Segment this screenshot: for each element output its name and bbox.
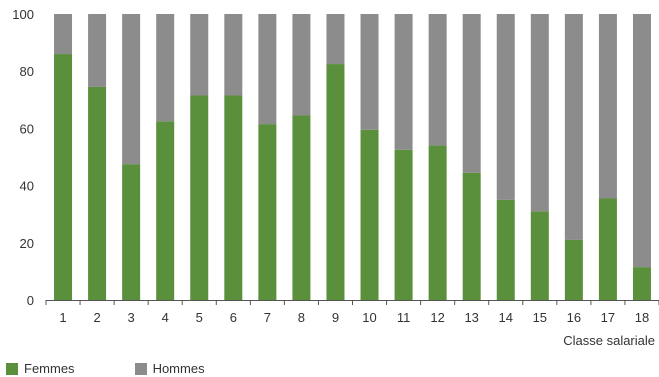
bar-hommes-2 [88,14,107,87]
bar-femmes-11 [394,149,413,300]
x-tick-label-16: 16 [567,310,581,325]
bar-femmes-6 [224,95,243,300]
x-tick-label-9: 9 [332,310,339,325]
bar-hommes-9 [326,14,345,65]
bar-hommes-4 [156,14,175,122]
bar-femmes-4 [156,121,175,300]
bar-femmes-1 [54,54,73,300]
x-tick-label-17: 17 [601,310,615,325]
bar-femmes-16 [564,239,583,300]
bar-hommes-11 [394,14,413,150]
bar-femmes-17 [598,198,617,300]
bar-hommes-14 [496,14,515,200]
y-tick-label-20: 20 [20,236,34,251]
bar-femmes-5 [190,95,209,300]
bar-hommes-8 [292,14,311,116]
y-axis: 0 20 40 60 80 100 [12,7,34,308]
bar-femmes-2 [88,86,107,301]
y-tick-label-0: 0 [27,293,34,308]
y-tick-label-100: 100 [12,7,34,22]
x-tick-label-12: 12 [430,310,444,325]
x-tick-label-18: 18 [635,310,649,325]
y-tick-label-40: 40 [20,179,34,194]
bar-femmes-3 [122,164,141,300]
bar-femmes-10 [360,129,379,300]
legend-item-femmes: Femmes [6,361,75,376]
bar-hommes-16 [564,14,583,240]
bar-hommes-15 [530,14,549,212]
y-tick-label-60: 60 [20,121,34,136]
y-tick-label-80: 80 [20,64,34,79]
bar-femmes-9 [326,64,345,300]
x-tick-label-15: 15 [533,310,547,325]
x-axis-title: Classe salariale [563,333,655,348]
bar-femmes-15 [530,211,549,300]
x-tick-label-11: 11 [397,310,411,325]
bar-hommes-3 [122,14,141,165]
legend-label-femmes: Femmes [24,361,75,376]
bar-femmes-12 [428,145,447,300]
bar-femmes-14 [496,199,515,300]
x-tick-label-1: 1 [59,310,66,325]
bar-hommes-18 [632,14,651,268]
x-tick-label-7: 7 [264,310,271,325]
x-tick-label-14: 14 [499,310,513,325]
legend-swatch-femmes [6,362,18,375]
legend: Femmes Hommes [6,361,265,376]
bar-femmes-18 [632,267,651,300]
bar-hommes-6 [224,14,243,96]
x-axis: 1 2 3 4 5 6 7 8 9 10 11 12 13 14 15 16 17 18 [45,300,659,325]
bar-femmes-13 [462,172,481,300]
x-tick-label-13: 13 [464,310,478,325]
x-tick-label-4: 4 [162,310,169,325]
bar-femmes-8 [292,115,311,300]
bar-hommes-12 [428,14,447,146]
x-tick-label-10: 10 [362,310,376,325]
bar-femmes-7 [258,124,277,300]
bars-group [54,14,651,301]
x-tick-label-5: 5 [196,310,203,325]
bar-hommes-1 [54,14,73,55]
legend-swatch-hommes [134,362,147,375]
x-tick-label-2: 2 [93,310,100,325]
bar-hommes-5 [190,14,209,96]
x-tick-label-6: 6 [230,310,237,325]
legend-item-hommes: Hommes [134,361,205,376]
x-tick-label-8: 8 [298,310,305,325]
bar-hommes-10 [360,14,379,130]
bar-hommes-13 [462,14,481,173]
legend-label-hommes: Hommes [152,361,205,376]
bar-hommes-7 [258,14,277,125]
bar-hommes-17 [598,14,617,199]
x-tick-label-3: 3 [128,310,135,325]
